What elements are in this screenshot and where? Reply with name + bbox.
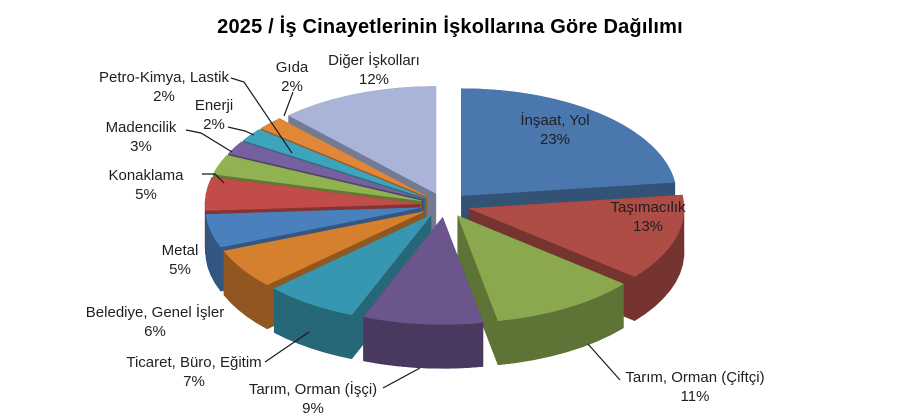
leader-ticaret-buro-egitim [264,331,310,363]
slice-top-face [461,88,676,196]
slice-tarim-orman-isci [363,216,484,369]
slice-top-face [260,118,427,197]
slice-top-face [228,141,424,200]
slice-side-wall [497,318,517,366]
slice-side-wall [582,296,598,348]
slice-side-wall [597,290,612,342]
chart-title: 2025 / İş Cinayetlerinin İşkollarına Gör… [217,16,683,38]
slice-side-wall [337,311,353,360]
slice-side-wall [566,302,583,353]
leader-madencilik [185,129,233,153]
slice-side-wall [645,261,656,315]
leader-tarim-orman-isci [382,367,421,389]
slice-side-wall [396,321,415,368]
slice-side-wall [430,323,449,369]
slice-side-wall [634,269,646,322]
slice-side-wall [610,283,624,336]
slice-side-wall [533,311,552,361]
slice-side-wall [669,237,676,292]
slice-tarim-orman-ciftci [457,215,624,366]
slice-side-wall [550,307,568,357]
slice-side-wall [662,245,671,300]
slice-top-face [204,176,421,211]
slice-top-face [457,215,624,322]
slice-side-wall [448,323,467,369]
slice-top-face [205,207,421,248]
slice-top-face [273,215,432,316]
slice-side-wall [654,254,664,307]
slice-side-wall [515,315,534,363]
leader-tarim-orman-ciftci [587,343,621,381]
slice-top-face [223,211,424,286]
leader-enerji [227,126,255,136]
leader-lines [185,77,621,389]
slice-top-face [242,129,425,198]
slice-top-face [363,216,484,325]
slice-side-wall [323,307,338,356]
slice-top-face [288,86,437,194]
leader-petro-kimya-lastik [230,77,293,154]
leader-gida [283,91,294,117]
leader-konaklama [202,173,225,184]
slice-side-wall [465,322,484,369]
slice-side-wall [413,323,432,369]
slice-top-face [468,194,685,277]
